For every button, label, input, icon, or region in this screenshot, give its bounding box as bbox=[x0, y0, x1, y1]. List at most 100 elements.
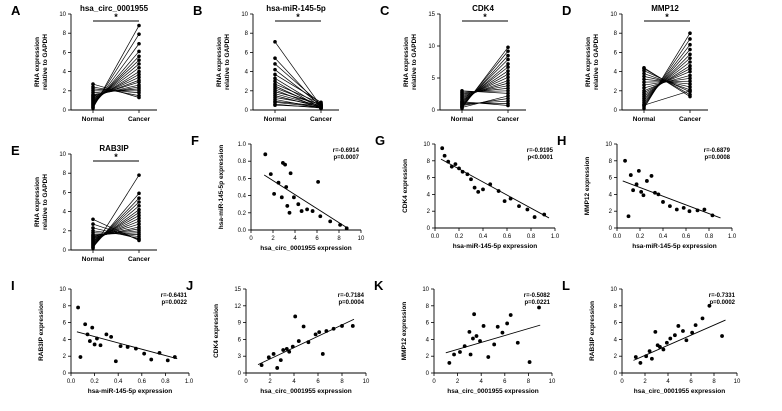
data-point bbox=[638, 361, 643, 365]
y-tick-label: 10 bbox=[610, 287, 617, 293]
data-point bbox=[684, 338, 689, 343]
x-category-label: Cancer bbox=[679, 116, 702, 123]
x-category-label: Normal bbox=[451, 116, 474, 123]
data-point bbox=[172, 355, 177, 359]
cancer-point bbox=[137, 95, 141, 100]
x-category-label: Normal bbox=[633, 116, 656, 123]
significance-marker: * bbox=[114, 12, 118, 22]
correlation-r: r=-0.6914 bbox=[333, 148, 360, 154]
y-tick-label: 8 bbox=[614, 304, 618, 310]
cancer-point bbox=[506, 81, 510, 85]
data-point bbox=[707, 303, 712, 308]
pair-line bbox=[92, 84, 140, 96]
cancer-point bbox=[137, 62, 141, 66]
x-tick-label: 1.0 bbox=[728, 234, 737, 240]
data-point bbox=[449, 164, 454, 169]
normal-point bbox=[642, 89, 646, 93]
data-point bbox=[165, 358, 170, 363]
data-point bbox=[283, 162, 287, 167]
cancer-point bbox=[137, 191, 141, 196]
pair-line bbox=[92, 226, 140, 238]
y-tick-label: 2 bbox=[609, 209, 613, 215]
y-tick-label: 12 bbox=[234, 304, 241, 310]
data-point bbox=[263, 152, 268, 157]
panel-label: D bbox=[562, 3, 571, 18]
panel-label: J bbox=[186, 278, 193, 293]
panel-j: J 0 3 6 9 12 15 CDK4 expression 0 2 4 6 8 10 hsa_circ_… bbox=[186, 278, 370, 395]
data-point bbox=[85, 332, 90, 337]
x-axis-label: hsa_circ_0001955 expression bbox=[447, 388, 538, 395]
data-point bbox=[542, 212, 547, 217]
y-tick-label: 8 bbox=[63, 171, 67, 177]
y-tick-label: 10 bbox=[423, 142, 430, 148]
x-tick-label: 0.4 bbox=[479, 234, 488, 240]
data-point bbox=[278, 358, 283, 363]
cancer-point bbox=[137, 23, 141, 28]
data-point bbox=[460, 169, 465, 174]
cancer-point bbox=[137, 72, 141, 77]
y-axis-label-line2: relative to GAPDH bbox=[42, 34, 49, 90]
pair-line bbox=[274, 78, 322, 107]
data-point bbox=[695, 208, 700, 213]
y-tick-label: 6 bbox=[427, 176, 431, 182]
panel-b: B 0 2 4 6 8 10 RNA expressionrelative to GAPDH h… bbox=[193, 3, 339, 123]
x-tick-label: 8 bbox=[340, 379, 344, 385]
x-tick-label: 4 bbox=[480, 379, 484, 385]
y-axis-label-line2: relative to GAPDH bbox=[42, 174, 49, 230]
data-point bbox=[301, 324, 306, 329]
x-tick-label: 0.4 bbox=[659, 234, 668, 240]
data-point bbox=[681, 329, 685, 333]
y-tick-label: 10 bbox=[605, 142, 612, 148]
normal-point bbox=[642, 80, 646, 84]
data-point bbox=[331, 326, 336, 331]
pair-line bbox=[643, 38, 691, 107]
pair-line bbox=[461, 77, 509, 99]
pair-line bbox=[643, 33, 691, 109]
cancer-point bbox=[688, 64, 692, 68]
data-point bbox=[98, 343, 103, 348]
y-tick-label: 0 bbox=[63, 248, 67, 254]
cancer-point bbox=[137, 49, 141, 54]
x-tick-label: 10 bbox=[549, 379, 556, 385]
y-tick-label: 4 bbox=[63, 337, 67, 343]
pair-line bbox=[461, 63, 509, 104]
panel-d: D 0 2 4 6 8 10 RNA expressionrelative to GAPDH M… bbox=[562, 3, 708, 123]
x-tick-label: 0 bbox=[249, 236, 253, 242]
data-point bbox=[668, 336, 673, 341]
cancer-point bbox=[506, 86, 510, 91]
cancer-point bbox=[688, 31, 692, 35]
data-point bbox=[452, 352, 456, 357]
x-category-label: Normal bbox=[82, 256, 105, 263]
y-tick-label: 0.8 bbox=[238, 159, 247, 165]
y-tick-label: 10 bbox=[422, 287, 429, 293]
pair-line bbox=[461, 100, 509, 105]
data-point bbox=[710, 213, 715, 218]
normal-point bbox=[91, 217, 95, 222]
y-tick-label: 0 bbox=[614, 108, 618, 114]
y-axis-label: CDK4 expression bbox=[213, 304, 220, 358]
panel-label: B bbox=[193, 3, 202, 18]
x-category-label: Normal bbox=[82, 116, 105, 123]
panel-title: hsa_circ_0001955 bbox=[80, 4, 149, 13]
y-tick-label: 0 bbox=[609, 226, 613, 232]
y-axis-label-line1: RNA expression bbox=[403, 37, 410, 87]
cancer-point bbox=[506, 72, 510, 76]
significance-marker: * bbox=[665, 12, 669, 22]
cancer-point bbox=[137, 69, 141, 74]
y-tick-label: 0.6 bbox=[238, 176, 247, 182]
y-tick-label: 6 bbox=[245, 50, 249, 56]
panel-label: K bbox=[374, 278, 384, 293]
y-axis-label: RNA expressionrelative to GAPDH bbox=[34, 34, 49, 90]
data-point bbox=[90, 325, 95, 330]
data-point bbox=[287, 210, 292, 215]
y-tick-label: 8 bbox=[609, 159, 613, 165]
data-point bbox=[639, 189, 644, 194]
pair-line bbox=[92, 83, 140, 98]
cancer-point bbox=[506, 49, 510, 53]
panel-label: F bbox=[191, 133, 199, 148]
x-tick-label: 6 bbox=[316, 379, 320, 385]
data-point bbox=[690, 330, 695, 335]
pair-line bbox=[461, 87, 509, 94]
pair-line bbox=[461, 90, 509, 93]
data-point bbox=[340, 324, 344, 328]
